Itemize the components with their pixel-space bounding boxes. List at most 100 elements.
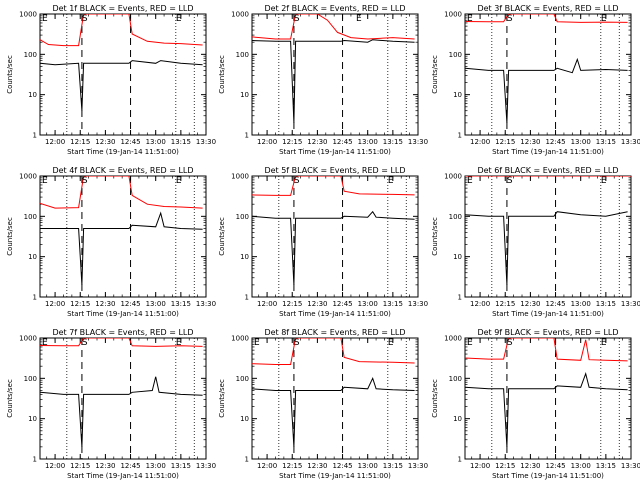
x-tick-label: 12:30 [95, 300, 115, 308]
x-axis-label: Start Time (19-Jan-14 11:51:00) [279, 310, 391, 318]
x-tick-label: 12:30 [95, 138, 115, 146]
x-tick-label: 13:00 [571, 462, 591, 470]
plot-frame [39, 13, 207, 136]
x-tick-label: 13:00 [146, 300, 166, 308]
y-tick-label: 100 [236, 51, 249, 59]
time-marker-label: E [254, 338, 260, 348]
chart-panel-7: Det 7f BLACK = Events, RED = LLD Counts/s… [6, 328, 216, 480]
time-marker-label: E [176, 14, 182, 24]
y-tick-label: 1 [33, 456, 37, 464]
chart-panel-9: Det 9f BLACK = Events, RED = LLD Counts/s… [431, 328, 640, 480]
y-tick-label: 100 [24, 51, 37, 59]
x-axis-label: Start Time (19-Jan-14 11:51:00) [67, 310, 179, 318]
time-marker-label: E [601, 14, 607, 24]
y-tick-label: 1000 [444, 335, 462, 343]
y-tick-label: 1 [33, 294, 37, 302]
y-tick-label: 1000 [19, 173, 37, 181]
y-tick-label: 1000 [231, 335, 249, 343]
x-tick-label: 12:00 [45, 300, 65, 308]
x-tick-label: 13:15 [596, 462, 616, 470]
x-tick-label: 13:15 [383, 300, 403, 308]
x-tick-label: 12:30 [307, 138, 327, 146]
time-marker-label: S [82, 176, 88, 186]
time-marker-label: E [467, 176, 473, 186]
x-tick-label: 13:30 [196, 138, 216, 146]
events-line [40, 60, 203, 111]
x-tick-label: 12:00 [257, 462, 277, 470]
plot-frame [251, 13, 419, 136]
x-tick-label: 13:30 [196, 462, 216, 470]
x-tick-label: 13:30 [408, 300, 428, 308]
y-axis-label: Counts/sec [431, 379, 439, 418]
y-tick-label: 10 [240, 253, 249, 261]
x-tick-label: 12:00 [470, 462, 490, 470]
time-marker-label: E [388, 338, 394, 348]
y-tick-label: 100 [236, 375, 249, 383]
y-tick-label: 1000 [231, 11, 249, 19]
x-axis-label: Start Time (19-Jan-14 11:51:00) [492, 310, 604, 318]
events-line [252, 210, 415, 285]
x-tick-label: 12:15 [282, 138, 302, 146]
x-tick-label: 12:15 [70, 300, 90, 308]
chart-title: Det 4f BLACK = Events, RED = LLD [52, 166, 193, 175]
y-tick-label: 10 [28, 91, 37, 99]
events-line [252, 376, 415, 447]
x-tick-label: 13:00 [146, 138, 166, 146]
x-tick-label: 13:30 [408, 138, 428, 146]
y-tick-label: 100 [449, 213, 462, 221]
x-tick-label: 13:00 [146, 462, 166, 470]
y-tick-label: 100 [449, 51, 462, 59]
chart-title: Det 9f BLACK = Events, RED = LLD [477, 328, 618, 337]
chart-panel-3: Det 3f BLACK = Events, RED = LLD Counts/s… [431, 4, 640, 156]
events-line [252, 39, 415, 123]
events-line [465, 57, 628, 123]
x-tick-label: 12:15 [495, 462, 515, 470]
x-axis-label: Start Time (19-Jan-14 11:51:00) [492, 472, 604, 480]
lld-line [40, 338, 203, 347]
y-axis-label: Counts/sec [218, 55, 226, 94]
time-marker-label: E [601, 176, 607, 186]
x-tick-label: 12:15 [282, 300, 302, 308]
plot-frame [251, 337, 419, 460]
x-tick-label: 13:15 [596, 300, 616, 308]
x-tick-label: 12:45 [120, 462, 140, 470]
x-tick-label: 12:30 [520, 462, 540, 470]
y-tick-label: 10 [240, 91, 249, 99]
y-tick-label: 1 [245, 132, 249, 140]
x-tick-label: 13:30 [196, 300, 216, 308]
x-tick-label: 13:00 [358, 462, 378, 470]
x-tick-label: 12:00 [257, 138, 277, 146]
x-tick-label: 12:15 [495, 300, 515, 308]
y-axis-label: Counts/sec [218, 379, 226, 418]
y-tick-label: 10 [453, 415, 462, 423]
x-tick-label: 13:15 [383, 462, 403, 470]
x-tick-label: 13:15 [383, 138, 403, 146]
x-tick-label: 12:15 [282, 462, 302, 470]
y-tick-label: 1 [245, 294, 249, 302]
x-tick-label: 13:00 [571, 138, 591, 146]
x-tick-label: 12:00 [470, 300, 490, 308]
y-tick-label: 1 [245, 456, 249, 464]
x-tick-label: 12:45 [120, 138, 140, 146]
chart-panel-1: Det 1f BLACK = Events, RED = LLD Counts/s… [6, 4, 216, 156]
time-marker-label: S [294, 176, 300, 186]
x-tick-label: 12:30 [307, 300, 327, 308]
y-tick-label: 100 [24, 213, 37, 221]
y-tick-label: 1000 [19, 11, 37, 19]
y-tick-label: 10 [28, 415, 37, 423]
x-tick-label: 12:30 [520, 138, 540, 146]
time-marker-label: E [388, 176, 394, 186]
chart-title: Det 2f BLACK = Events, RED = LLD [264, 4, 405, 13]
x-axis-label: Start Time (19-Jan-14 11:51:00) [492, 148, 604, 156]
events-line [465, 211, 628, 285]
chart-title: Det 7f BLACK = Events, RED = LLD [52, 328, 193, 337]
time-marker-label: E [42, 176, 48, 186]
chart-title: Det 1f BLACK = Events, RED = LLD [52, 4, 193, 13]
y-tick-label: 100 [24, 375, 37, 383]
time-marker-label: E [176, 338, 182, 348]
x-tick-label: 13:15 [171, 462, 191, 470]
time-marker-label: S [294, 14, 300, 24]
x-tick-label: 12:45 [332, 138, 352, 146]
time-marker-label: S [507, 338, 513, 348]
x-tick-label: 13:30 [621, 462, 640, 470]
